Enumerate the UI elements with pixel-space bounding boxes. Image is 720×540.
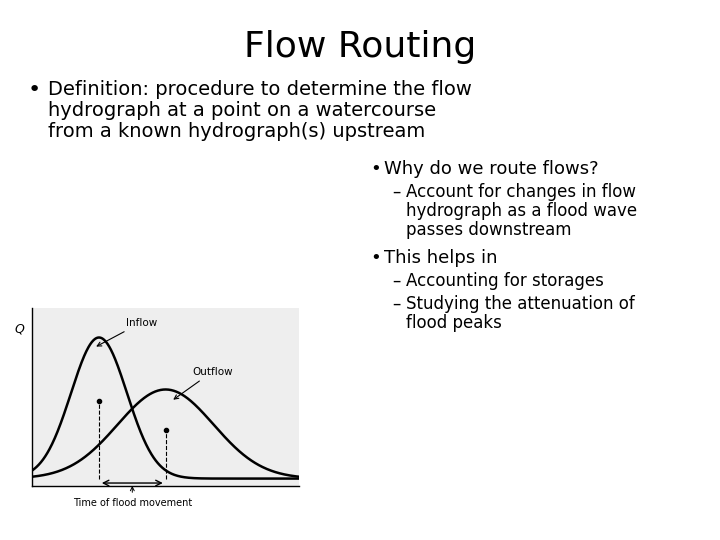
Text: Account for changes in flow: Account for changes in flow: [406, 183, 636, 201]
Text: Time of flood movement: Time of flood movement: [73, 487, 192, 508]
Text: hydrograph as a flood wave: hydrograph as a flood wave: [406, 202, 637, 220]
Text: –: –: [392, 183, 400, 201]
Text: Accounting for storages: Accounting for storages: [406, 272, 604, 290]
Text: passes downstream: passes downstream: [406, 221, 572, 239]
Text: This helps in: This helps in: [384, 249, 498, 267]
Text: Flow Routing: Flow Routing: [244, 30, 476, 64]
Text: flood peaks: flood peaks: [406, 314, 502, 332]
Text: •: •: [370, 249, 381, 267]
Text: •: •: [370, 160, 381, 178]
Text: hydrograph at a point on a watercourse: hydrograph at a point on a watercourse: [48, 101, 436, 120]
Text: Q: Q: [14, 322, 24, 336]
Text: Outflow: Outflow: [174, 367, 233, 399]
Text: •: •: [28, 80, 41, 100]
Text: Why do we route flows?: Why do we route flows?: [384, 160, 598, 178]
Text: Inflow: Inflow: [97, 318, 157, 346]
Text: from a known hydrograph(s) upstream: from a known hydrograph(s) upstream: [48, 122, 426, 141]
Text: Definition: procedure to determine the flow: Definition: procedure to determine the f…: [48, 80, 472, 99]
Text: –: –: [392, 272, 400, 290]
Text: –: –: [392, 295, 400, 313]
Text: Studying the attenuation of: Studying the attenuation of: [406, 295, 635, 313]
